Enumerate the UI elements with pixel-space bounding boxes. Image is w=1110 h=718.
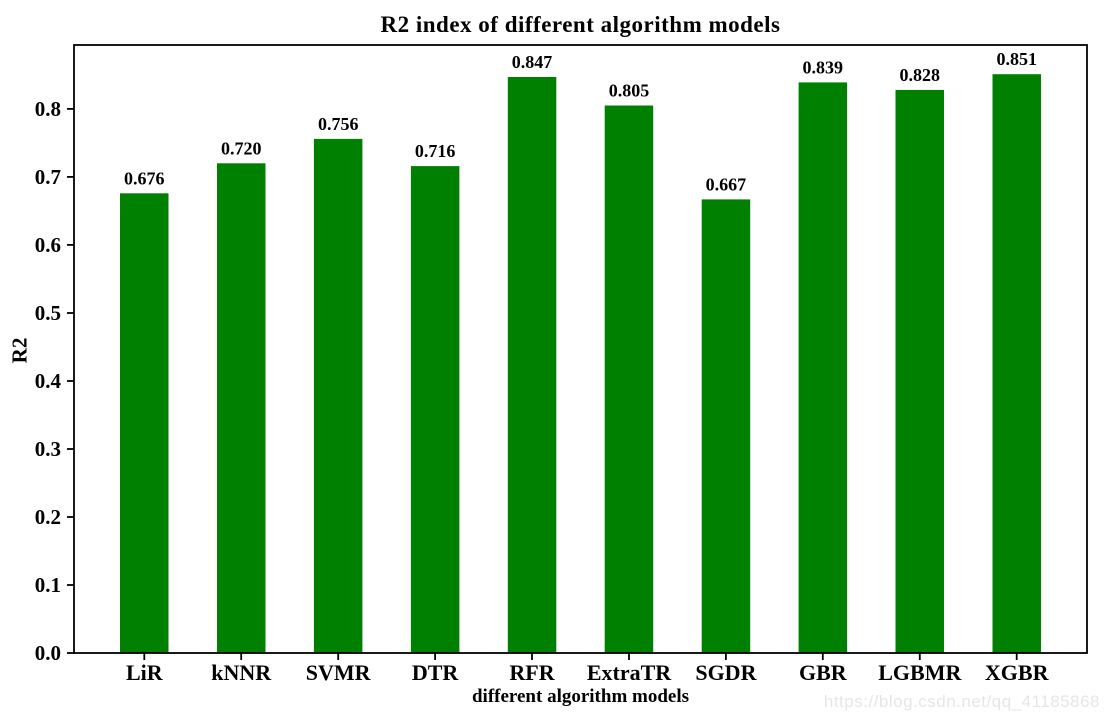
bar-kNNR	[217, 163, 266, 654]
x-axis-label: different algorithm models	[471, 686, 690, 707]
x-axis-tick-label: LiR	[126, 660, 164, 685]
bar-value-label: 0.851	[996, 49, 1037, 69]
x-axis-tick-label: GBR	[799, 660, 848, 685]
y-axis-tick-label: 0.1	[35, 573, 61, 597]
y-axis-tick-label: 0.2	[35, 505, 61, 529]
bar-value-label: 0.716	[415, 141, 456, 161]
x-axis-tick-label: kNNR	[211, 660, 272, 685]
bar-value-label: 0.847	[512, 52, 553, 72]
bar-value-label: 0.756	[318, 114, 359, 134]
bar-RFR	[507, 77, 557, 653]
plot-border	[73, 44, 1088, 654]
watermark: https://blog.csdn.net/qq_41185868	[823, 692, 1100, 711]
chart-title: R2 index of different algorithm models	[380, 12, 781, 37]
y-axis-tick-label: 0.3	[35, 437, 61, 461]
bar-value-label: 0.828	[900, 65, 941, 85]
x-axis-tick-label: ExtraTR	[587, 660, 672, 685]
y-axis-tick-label: 0.0	[35, 641, 61, 665]
bar-value-label: 0.720	[221, 138, 262, 158]
bar-value-label: 0.805	[609, 81, 650, 101]
bar-value-label: 0.667	[706, 174, 747, 194]
x-axis-tick-label: RFR	[509, 660, 555, 685]
x-axis-tick-label: DTR	[412, 660, 460, 685]
y-axis-tick-label: 0.6	[35, 233, 61, 257]
bar-SVMR	[313, 138, 363, 653]
bar-SGDR	[701, 199, 751, 653]
y-axis-tick-label: 0.4	[35, 369, 62, 393]
x-axis-tick-label: SVMR	[306, 660, 372, 685]
bar-LGBMR	[895, 89, 944, 653]
x-axis-tick-label: LGBMR	[878, 660, 962, 685]
bar-DTR	[410, 166, 460, 653]
bar-ExtraTR	[604, 105, 654, 653]
y-axis-tick-label: 0.5	[35, 301, 61, 325]
x-axis-tick-label: SGDR	[695, 660, 757, 685]
bar-GBR	[798, 82, 848, 653]
y-axis-label: R2	[7, 337, 32, 364]
bar-value-label: 0.839	[803, 57, 844, 77]
x-axis-tick-label: XGBR	[985, 660, 1050, 685]
y-axis-tick-label: 0.8	[35, 97, 61, 121]
bar-XGBR	[992, 74, 1041, 653]
bar-value-label: 0.676	[124, 168, 165, 188]
y-axis-tick-label: 0.7	[35, 165, 61, 189]
bar-LiR	[120, 193, 169, 654]
